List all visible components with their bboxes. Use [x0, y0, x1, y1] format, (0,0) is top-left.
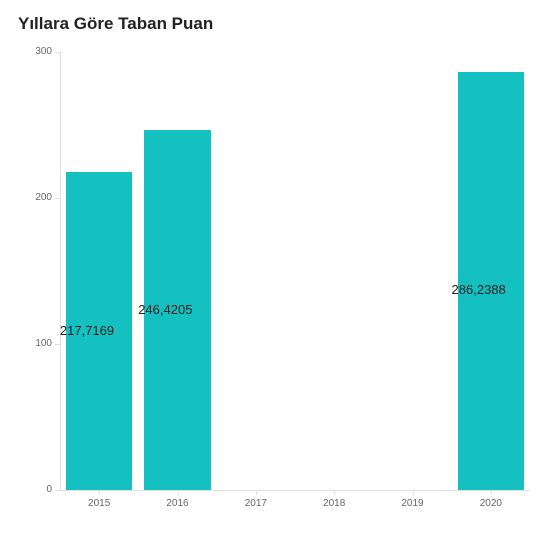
x-tick-label: 2019	[388, 498, 438, 509]
x-tick	[491, 490, 492, 495]
bar-value-label: 246,4205	[138, 302, 192, 317]
y-tick-label: 300	[12, 46, 52, 57]
x-tick	[334, 490, 335, 495]
y-axis	[60, 52, 61, 490]
x-tick-label: 2016	[153, 498, 203, 509]
x-axis	[60, 490, 530, 491]
bar-value-label: 217,7169	[60, 323, 114, 338]
chart-title: Yıllara Göre Taban Puan	[18, 14, 213, 34]
bar-chart: Yıllara Göre Taban Puan 0100200300201520…	[0, 0, 550, 550]
x-tick	[178, 490, 179, 495]
x-tick-label: 2017	[231, 498, 281, 509]
x-tick-label: 2015	[74, 498, 124, 509]
x-tick-label: 2018	[309, 498, 359, 509]
y-tick	[55, 198, 60, 199]
y-tick	[55, 490, 60, 491]
x-tick	[413, 490, 414, 495]
x-tick-label: 2020	[466, 498, 516, 509]
y-tick-label: 0	[12, 484, 52, 495]
y-tick-label: 100	[12, 338, 52, 349]
y-tick-label: 200	[12, 192, 52, 203]
y-tick	[55, 344, 60, 345]
bar-value-label: 286,2388	[452, 282, 506, 297]
y-tick	[55, 52, 60, 53]
x-tick	[99, 490, 100, 495]
x-tick	[256, 490, 257, 495]
plot-area: 0100200300201520162017201820192020217,71…	[60, 52, 530, 490]
